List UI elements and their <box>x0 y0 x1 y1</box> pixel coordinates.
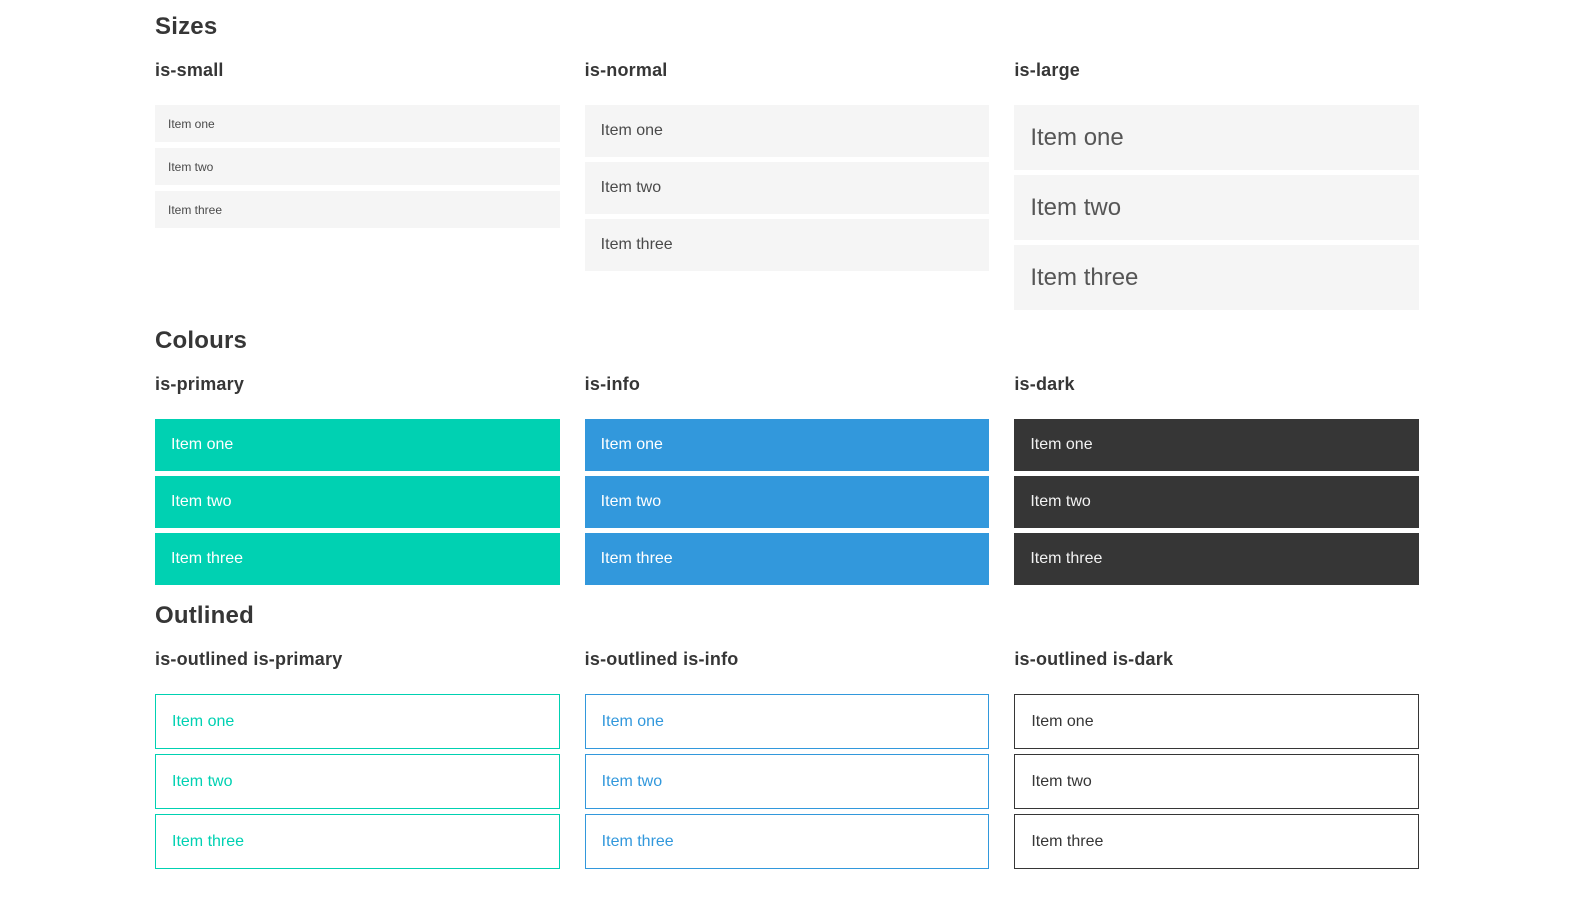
list-item[interactable]: Item two <box>584 754 990 809</box>
list-item[interactable]: Item one <box>584 105 990 157</box>
group-label-is-outlined-is-primary: is-outlined is-primary <box>155 649 343 669</box>
list-item[interactable]: Item one <box>584 694 990 749</box>
list-is-outlined-is-info: Item one Item two Item three <box>584 694 990 869</box>
sizes-columns: is-small Item one Item two Item three is… <box>155 58 1420 310</box>
group-label-is-info: is-info <box>584 374 641 394</box>
group-label-is-primary: is-primary <box>155 374 245 394</box>
list-item[interactable]: Item three <box>155 191 560 228</box>
group-is-normal: is-normal Item one Item two Item three <box>584 58 990 310</box>
list-item[interactable]: Item two <box>1014 175 1420 240</box>
group-label-is-normal: is-normal <box>584 60 668 80</box>
group-label-is-large: is-large <box>1014 60 1080 80</box>
section-title-outlined: Outlined <box>155 602 254 629</box>
section-outlined: Outlined is-outlined is-primary Item one… <box>155 601 1420 869</box>
group-label-is-small: is-small <box>155 60 224 80</box>
list-item[interactable]: Item three <box>584 814 990 869</box>
list-item[interactable]: Item one <box>1014 105 1420 170</box>
list-item[interactable]: Item two <box>584 476 990 528</box>
list-item[interactable]: Item three <box>155 814 560 869</box>
section-colours: Colours is-primary Item one Item two Ite… <box>155 326 1420 585</box>
group-is-large: is-large Item one Item two Item three <box>1014 58 1420 310</box>
list-is-large: Item one Item two Item three <box>1014 105 1420 310</box>
list-is-dark: Item one Item two Item three <box>1014 419 1420 585</box>
outlined-columns: is-outlined is-primary Item one Item two… <box>155 647 1420 869</box>
list-item[interactable]: Item one <box>155 694 560 749</box>
group-label-is-outlined-is-dark: is-outlined is-dark <box>1014 649 1174 669</box>
group-is-dark: is-dark Item one Item two Item three <box>1014 372 1420 585</box>
list-item[interactable]: Item two <box>1014 754 1420 809</box>
list-item[interactable]: Item three <box>1014 245 1420 310</box>
group-is-primary: is-primary Item one Item two Item three <box>155 372 560 585</box>
group-label-is-outlined-is-info: is-outlined is-info <box>584 649 739 669</box>
group-is-outlined-is-info: is-outlined is-info Item one Item two It… <box>584 647 990 869</box>
list-item[interactable]: Item three <box>1014 814 1420 869</box>
list-is-outlined-is-dark: Item one Item two Item three <box>1014 694 1420 869</box>
list-item[interactable]: Item two <box>155 476 560 528</box>
list-is-normal: Item one Item two Item three <box>584 105 990 271</box>
list-item[interactable]: Item two <box>155 754 560 809</box>
colours-columns: is-primary Item one Item two Item three … <box>155 372 1420 585</box>
list-item[interactable]: Item two <box>584 162 990 214</box>
list-item[interactable]: Item three <box>155 533 560 585</box>
group-label-is-dark: is-dark <box>1014 374 1075 394</box>
list-is-outlined-is-primary: Item one Item two Item three <box>155 694 560 869</box>
list-item[interactable]: Item three <box>584 219 990 271</box>
list-item[interactable]: Item one <box>1014 419 1420 471</box>
section-title-colours: Colours <box>155 327 248 354</box>
group-is-info: is-info Item one Item two Item three <box>584 372 990 585</box>
list-component-demo-page: Sizes is-small Item one Item two Item th… <box>155 0 1420 891</box>
list-item[interactable]: Item one <box>155 419 560 471</box>
group-is-small: is-small Item one Item two Item three <box>155 58 560 310</box>
list-is-primary: Item one Item two Item three <box>155 419 560 585</box>
list-item[interactable]: Item two <box>155 148 560 185</box>
list-item[interactable]: Item one <box>155 105 560 142</box>
group-is-outlined-is-primary: is-outlined is-primary Item one Item two… <box>155 647 560 869</box>
list-item[interactable]: Item three <box>1014 533 1420 585</box>
list-item[interactable]: Item two <box>1014 476 1420 528</box>
list-is-small: Item one Item two Item three <box>155 105 560 228</box>
group-is-outlined-is-dark: is-outlined is-dark Item one Item two It… <box>1014 647 1420 869</box>
section-sizes: Sizes is-small Item one Item two Item th… <box>155 12 1420 310</box>
list-item[interactable]: Item one <box>584 419 990 471</box>
section-title-sizes: Sizes <box>155 13 218 40</box>
list-item[interactable]: Item three <box>584 533 990 585</box>
list-item[interactable]: Item one <box>1014 694 1420 749</box>
list-is-info: Item one Item two Item three <box>584 419 990 585</box>
